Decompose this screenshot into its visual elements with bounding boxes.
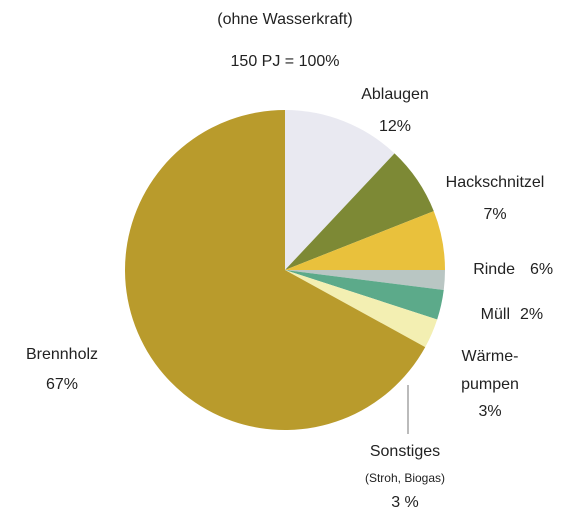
pie-slice: [285, 211, 445, 270]
slice-label: pumpen: [461, 376, 519, 393]
slice-label: Hackschnitzel: [446, 174, 545, 191]
pie-slice: [285, 270, 446, 291]
slice-label: Brennholz: [26, 346, 98, 363]
chart-title: (ohne Wasserkraft): [217, 11, 352, 28]
value-label: 3 %: [391, 494, 419, 511]
pie-slice: [285, 270, 444, 320]
slice-label: Rinde: [473, 261, 515, 278]
chart-subtitle: 150 PJ = 100%: [231, 53, 340, 70]
value-label: 7%: [483, 206, 506, 223]
value-label: 12%: [379, 118, 411, 135]
pie-slice: [285, 110, 395, 270]
value-label: 2%: [520, 306, 543, 323]
value-label: 3%: [478, 403, 501, 420]
value-label: 67%: [46, 376, 78, 393]
annotation: (Stroh, Biogas): [365, 471, 445, 485]
value-label: 6%: [530, 261, 553, 278]
slice-label: Müll: [481, 306, 510, 323]
pie-slice: [285, 270, 438, 348]
pie-slice: [125, 110, 426, 430]
slice-label: Sonstiges: [370, 443, 440, 460]
pie-slice: [285, 153, 434, 270]
slice-label: Wärme-: [462, 348, 519, 365]
slice-label: Ablaugen: [361, 86, 429, 103]
